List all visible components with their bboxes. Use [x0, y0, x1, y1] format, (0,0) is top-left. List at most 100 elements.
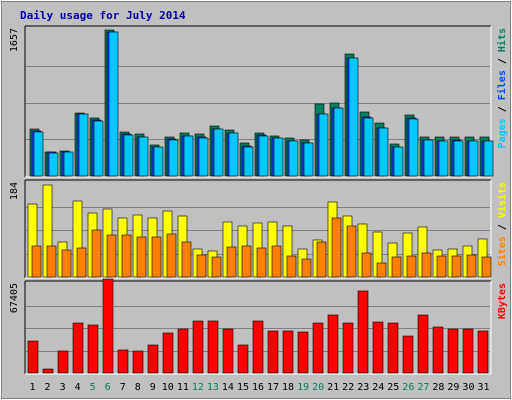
- bar-sites: [61, 249, 72, 278]
- x-tick-label: 7: [120, 382, 126, 393]
- bar-sites: [376, 262, 387, 278]
- x-tick-label: 3: [60, 382, 66, 393]
- x-tick-label: 4: [75, 382, 81, 393]
- bar-sites: [181, 241, 192, 278]
- bar-sites: [76, 247, 87, 278]
- bar-sites: [256, 247, 267, 278]
- bar-pages: [153, 146, 164, 177]
- x-tick-label: 6: [105, 382, 111, 393]
- legend-entry: Hits: [496, 28, 508, 52]
- bar-sites: [436, 255, 447, 278]
- bar-sites: [421, 252, 432, 278]
- bar-pages: [378, 127, 389, 177]
- bar-pages: [213, 128, 224, 177]
- legend-entry: Pages: [497, 118, 508, 148]
- bar-sites: [391, 256, 402, 278]
- series-legend-label: Pages / Files / Hits: [496, 28, 508, 148]
- bar-kbytes: [177, 328, 189, 374]
- x-tick-label: 8: [135, 382, 141, 393]
- bar-kbytes: [297, 331, 309, 374]
- x-tick-label: 31: [477, 382, 489, 393]
- bar-sites: [451, 255, 462, 278]
- legend-entry: /: [497, 100, 508, 118]
- bar-pages: [63, 151, 74, 177]
- bar-pages: [483, 140, 494, 177]
- bar-pages: [333, 107, 344, 177]
- legend-entry: Sites: [496, 236, 508, 266]
- bar-pages: [93, 120, 104, 177]
- legend-entry: Files: [496, 70, 508, 100]
- bar-sites: [241, 245, 252, 278]
- x-tick-label: 22: [342, 382, 354, 393]
- x-tick-label: 19: [297, 382, 309, 393]
- x-tick-label: 18: [282, 382, 294, 393]
- x-tick-label: 17: [267, 382, 279, 393]
- bar-pages: [273, 137, 284, 177]
- bar-pages: [348, 57, 359, 177]
- bar-pages: [288, 140, 299, 177]
- y-max-label: 1657: [9, 28, 20, 52]
- bar-sites: [106, 234, 117, 278]
- x-tick-label: 27: [417, 382, 429, 393]
- x-tick-label: 11: [177, 382, 189, 393]
- bar-sites: [226, 246, 237, 278]
- bar-kbytes: [222, 328, 234, 374]
- x-tick-label: 12: [192, 382, 204, 393]
- bar-kbytes: [192, 320, 204, 374]
- x-tick-label: 26: [402, 382, 414, 393]
- bar-kbytes: [237, 344, 249, 374]
- x-tick-label: 1: [30, 382, 36, 393]
- bar-sites: [136, 236, 147, 278]
- bar-kbytes: [432, 326, 444, 374]
- bar-pages: [423, 139, 434, 177]
- bar-kbytes: [357, 290, 369, 374]
- y-max-label: 67405: [9, 283, 20, 313]
- bar-pages: [183, 135, 194, 177]
- bar-sites: [121, 234, 132, 278]
- bar-kbytes: [447, 328, 459, 374]
- bar-kbytes: [207, 320, 219, 374]
- bar-kbytes: [477, 330, 489, 374]
- bar-kbytes: [27, 340, 39, 374]
- bar-pages: [228, 132, 239, 177]
- bar-pages: [198, 137, 209, 177]
- bar-sites: [346, 225, 357, 278]
- bar-pages: [78, 113, 89, 177]
- x-tick-label: 24: [372, 382, 384, 393]
- bar-kbytes: [402, 335, 414, 374]
- bar-kbytes: [282, 330, 294, 374]
- x-tick-label: 15: [237, 382, 249, 393]
- bar-pages: [123, 134, 134, 177]
- legend-entry: KBytes: [497, 283, 508, 319]
- bar-sites: [331, 217, 342, 278]
- bar-kbytes: [162, 332, 174, 374]
- bar-pages: [168, 139, 179, 177]
- x-tick-label: 29: [447, 382, 459, 393]
- x-tick-label: 14: [222, 382, 234, 393]
- bar-pages: [393, 146, 404, 177]
- bar-kbytes: [147, 344, 159, 374]
- x-tick-label: 10: [162, 382, 174, 393]
- bar-sites: [151, 236, 162, 278]
- bar-sites: [271, 245, 282, 278]
- x-tick-label: 20: [312, 382, 324, 393]
- bar-pages: [258, 135, 269, 177]
- bar-kbytes: [102, 278, 114, 374]
- bar-sites: [481, 256, 492, 278]
- bar-pages: [408, 118, 419, 177]
- bar-sites: [361, 252, 372, 278]
- bar-pages: [243, 146, 254, 177]
- bar-sites: [166, 233, 177, 278]
- bar-kbytes: [417, 314, 429, 374]
- legend-entry: /: [497, 218, 508, 236]
- bar-sites: [91, 229, 102, 278]
- bar-sites: [286, 255, 297, 278]
- bar-kbytes: [252, 320, 264, 374]
- x-tick-label: 30: [462, 382, 474, 393]
- legend-entry: Visits: [496, 182, 508, 218]
- x-tick-label: 5: [90, 382, 96, 393]
- bar-kbytes: [42, 368, 54, 374]
- bar-kbytes: [57, 350, 69, 374]
